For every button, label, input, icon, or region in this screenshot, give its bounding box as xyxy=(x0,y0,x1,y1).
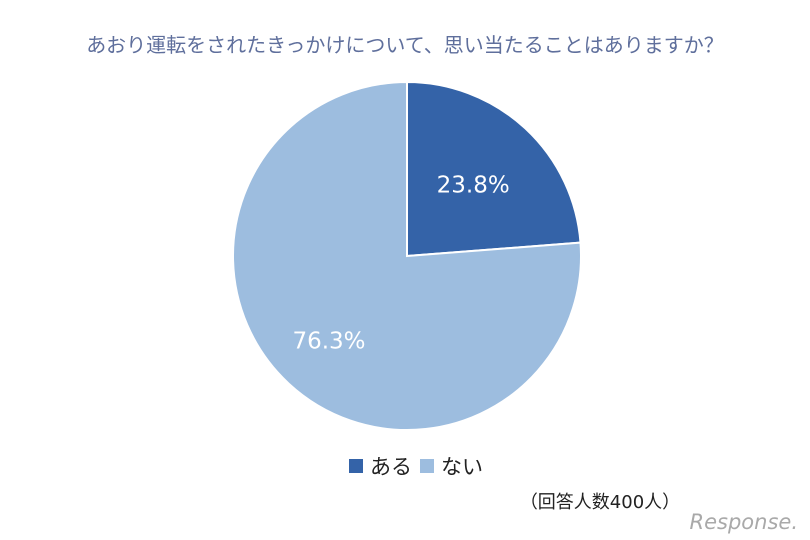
legend-label-nai: ない xyxy=(441,455,483,479)
pie-slice-nai xyxy=(232,80,582,431)
pie-slice-aru xyxy=(406,80,582,258)
slice-label-nai: 76.3% xyxy=(292,328,365,354)
chart-title: あおり運転をされたきっかけについて、思い当たることはありますか？ xyxy=(86,33,724,57)
pie-slices xyxy=(232,80,582,431)
legend: ある ない xyxy=(349,455,483,479)
legend-swatch-nai xyxy=(420,459,434,473)
legend-label-aru: ある xyxy=(370,455,412,479)
respondent-count-note: （回答人数400人） xyxy=(520,492,680,513)
watermark-logo: Response. xyxy=(690,510,798,534)
pie-slice-labels: 23.8% 76.3% xyxy=(292,173,509,355)
slice-label-aru: 23.8% xyxy=(437,173,510,199)
legend-swatch-aru xyxy=(349,459,363,473)
watermark-text: Response. xyxy=(690,510,798,534)
